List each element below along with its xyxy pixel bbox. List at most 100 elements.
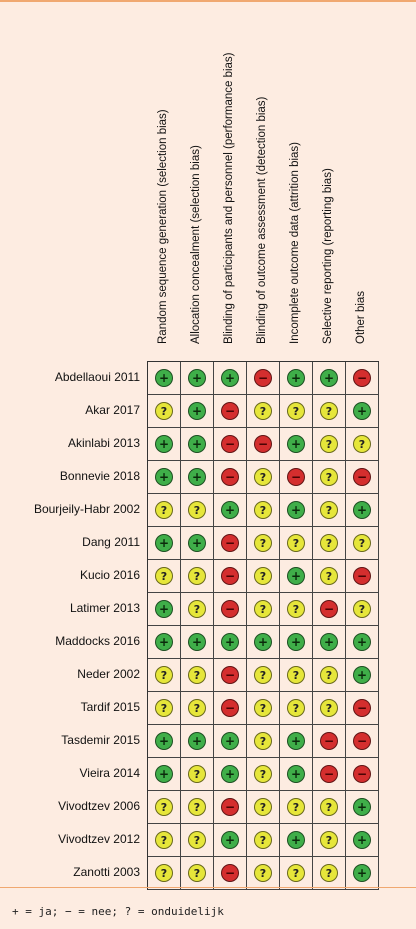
judgement-unclear-icon: ? bbox=[254, 468, 272, 486]
column-header-label: Allocation concealment (selection bias) bbox=[190, 145, 202, 344]
judgement-plus-icon: + bbox=[188, 633, 206, 651]
grid-line-vertical bbox=[279, 362, 280, 890]
judgement-unclear-icon: ? bbox=[155, 864, 173, 882]
judgement-plus-icon: + bbox=[287, 567, 305, 585]
judgement-plus-icon: + bbox=[155, 369, 173, 387]
legend: + = ja; − = nee; ? = onduidelijk bbox=[12, 905, 224, 918]
judgement-plus-icon: + bbox=[353, 402, 371, 420]
judgement-minus-icon: − bbox=[221, 468, 239, 486]
grid-line-horizontal bbox=[148, 856, 379, 857]
judgement-unclear-icon: ? bbox=[254, 600, 272, 618]
judgement-unclear-icon: ? bbox=[320, 666, 338, 684]
judgement-unclear-icon: ? bbox=[320, 567, 338, 585]
judgement-plus-icon: + bbox=[155, 435, 173, 453]
judgement-unclear-icon: ? bbox=[188, 567, 206, 585]
judgement-minus-icon: − bbox=[221, 435, 239, 453]
bottom-divider bbox=[0, 887, 416, 888]
column-header-label: Random sequence generation (selection bi… bbox=[157, 109, 169, 344]
grid-line-vertical bbox=[213, 362, 214, 890]
judgement-unclear-icon: ? bbox=[155, 798, 173, 816]
judgement-plus-icon: + bbox=[353, 666, 371, 684]
judgement-plus-icon: + bbox=[287, 435, 305, 453]
judgement-minus-icon: − bbox=[353, 765, 371, 783]
grid-line-vertical bbox=[180, 362, 181, 890]
study-label: Abdellaoui 2011 bbox=[54, 370, 140, 384]
judgement-unclear-icon: ? bbox=[320, 831, 338, 849]
judgement-unclear-icon: ? bbox=[254, 501, 272, 519]
study-label: Dang 2011 bbox=[82, 535, 140, 549]
column-header-label: Other bias bbox=[355, 290, 367, 344]
judgement-unclear-icon: ? bbox=[254, 699, 272, 717]
judgement-plus-icon: + bbox=[188, 534, 206, 552]
grid-line-horizontal bbox=[148, 625, 379, 626]
study-label: Bourjeily-Habr 2002 bbox=[33, 502, 140, 516]
judgement-plus-icon: + bbox=[155, 534, 173, 552]
judgement-unclear-icon: ? bbox=[155, 501, 173, 519]
judgement-unclear-icon: ? bbox=[188, 501, 206, 519]
study-label: Zanotti 2003 bbox=[73, 865, 140, 879]
study-label: Bonnevie 2018 bbox=[59, 469, 140, 483]
judgement-unclear-icon: ? bbox=[287, 666, 305, 684]
judgement-plus-icon: + bbox=[155, 633, 173, 651]
judgement-minus-icon: − bbox=[254, 369, 272, 387]
grid-line-horizontal bbox=[148, 724, 379, 725]
study-label: Akar 2017 bbox=[85, 403, 140, 417]
column-header: Random sequence generation (selection bi… bbox=[147, 0, 179, 360]
judgement-unclear-icon: ? bbox=[320, 798, 338, 816]
judgement-plus-icon: + bbox=[254, 633, 272, 651]
grid-line-horizontal bbox=[148, 394, 379, 395]
judgement-minus-icon: − bbox=[221, 567, 239, 585]
judgement-plus-icon: + bbox=[188, 435, 206, 453]
judgement-unclear-icon: ? bbox=[320, 534, 338, 552]
judgement-minus-icon: − bbox=[221, 666, 239, 684]
judgement-unclear-icon: ? bbox=[320, 699, 338, 717]
judgement-plus-icon: + bbox=[353, 831, 371, 849]
judgement-minus-icon: − bbox=[221, 402, 239, 420]
grid-line-horizontal bbox=[148, 592, 379, 593]
judgement-minus-icon: − bbox=[221, 600, 239, 618]
judgement-minus-icon: − bbox=[353, 468, 371, 486]
judgement-unclear-icon: ? bbox=[320, 468, 338, 486]
judgement-unclear-icon: ? bbox=[155, 699, 173, 717]
judgement-unclear-icon: ? bbox=[254, 567, 272, 585]
judgement-minus-icon: − bbox=[221, 699, 239, 717]
judgement-minus-icon: − bbox=[221, 798, 239, 816]
judgement-unclear-icon: ? bbox=[320, 864, 338, 882]
judgement-minus-icon: − bbox=[221, 534, 239, 552]
judgement-plus-icon: + bbox=[221, 501, 239, 519]
grid-line-vertical bbox=[312, 362, 313, 890]
judgement-plus-icon: + bbox=[155, 600, 173, 618]
column-header: Blinding of participants and personnel (… bbox=[213, 0, 245, 360]
grid-line-vertical bbox=[246, 362, 247, 890]
study-label: Maddocks 2016 bbox=[55, 634, 140, 648]
grid-line-horizontal bbox=[148, 526, 379, 527]
judgement-plus-icon: + bbox=[221, 633, 239, 651]
judgement-minus-icon: − bbox=[287, 468, 305, 486]
column-header-label: Incomplete outcome data (attrition bias) bbox=[289, 142, 301, 344]
judgement-unclear-icon: ? bbox=[287, 864, 305, 882]
judgement-plus-icon: + bbox=[221, 369, 239, 387]
judgement-minus-icon: − bbox=[320, 765, 338, 783]
grid-line-horizontal bbox=[148, 790, 379, 791]
column-header-label: Blinding of participants and personnel (… bbox=[223, 52, 235, 345]
judgement-plus-icon: + bbox=[353, 864, 371, 882]
judgement-unclear-icon: ? bbox=[320, 501, 338, 519]
judgement-unclear-icon: ? bbox=[188, 765, 206, 783]
judgement-unclear-icon: ? bbox=[155, 402, 173, 420]
judgement-unclear-icon: ? bbox=[254, 864, 272, 882]
judgement-plus-icon: + bbox=[287, 633, 305, 651]
judgement-unclear-icon: ? bbox=[155, 666, 173, 684]
judgement-plus-icon: + bbox=[353, 798, 371, 816]
study-label: Kucio 2016 bbox=[79, 568, 140, 582]
column-header: Allocation concealment (selection bias) bbox=[180, 0, 212, 360]
judgement-unclear-icon: ? bbox=[353, 600, 371, 618]
grid-line-horizontal bbox=[148, 889, 379, 890]
judgement-unclear-icon: ? bbox=[287, 534, 305, 552]
study-label: Latimer 2013 bbox=[69, 601, 140, 615]
judgement-unclear-icon: ? bbox=[254, 402, 272, 420]
judgement-plus-icon: + bbox=[287, 765, 305, 783]
grid-line-horizontal bbox=[148, 460, 379, 461]
grid-line-horizontal bbox=[148, 658, 379, 659]
judgement-unclear-icon: ? bbox=[287, 402, 305, 420]
judgement-minus-icon: − bbox=[353, 369, 371, 387]
